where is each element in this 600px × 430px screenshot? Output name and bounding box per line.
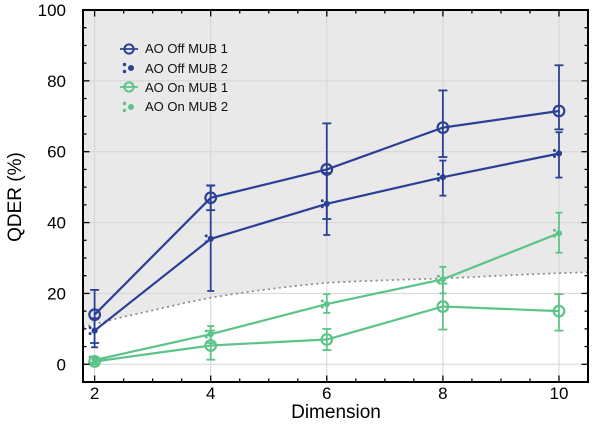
- data-point: [555, 150, 563, 157]
- y-tick-label: 100: [38, 1, 66, 20]
- legend-item-ao-off-mub-1: AO Off MUB 1: [117, 39, 228, 58]
- data-point: [552, 104, 566, 118]
- data-point: [439, 174, 446, 181]
- y-tick-label: 80: [47, 72, 66, 91]
- y-tick-label: 20: [47, 284, 66, 303]
- legend-item-ao-on-mub-2: AO On MUB 2: [117, 97, 228, 116]
- data-point-satellite: [88, 355, 92, 359]
- data-point: [555, 230, 563, 237]
- data-point: [320, 333, 334, 346]
- y-tick-label: 40: [47, 214, 66, 233]
- data-point-satellite: [88, 332, 92, 336]
- data-point-satellite: [320, 305, 324, 309]
- data-point: [436, 121, 450, 135]
- open-circle-marker-icon: [117, 41, 141, 57]
- data-point-satellite: [320, 299, 324, 303]
- data-point-satellite: [552, 148, 556, 152]
- legend-label: AO On MUB 2: [145, 99, 229, 115]
- data-point-satellite: [320, 205, 324, 209]
- axis-ticks: [83, 9, 588, 382]
- data-point: [552, 304, 566, 318]
- tick-labels: 0 20 40 60 80 100 2 4 6 8 10: [38, 1, 569, 403]
- legend-label: AO On MUB 1: [145, 79, 229, 95]
- legend-label: AO Off MUB 2: [145, 60, 228, 76]
- series-ao-on-mub-2: [88, 211, 563, 365]
- error-bar: [554, 293, 564, 332]
- data-point-satellite: [204, 329, 208, 333]
- legend-item-ao-on-mub-1: AO On MUB 1: [117, 78, 228, 97]
- y-tick-label: 60: [47, 143, 66, 162]
- data-point: [323, 300, 330, 308]
- error-bar: [554, 64, 564, 131]
- data-point: [436, 300, 450, 313]
- data-point: [91, 327, 98, 334]
- data-point: [91, 356, 98, 364]
- legend-label: AO Off MUB 1: [145, 41, 228, 57]
- data-point-satellite: [320, 199, 324, 203]
- data-point: [207, 235, 214, 242]
- legend: AO Off MUB 1 AO Off MUB 2 AO On MUB 1: [117, 39, 228, 117]
- error-bar: [438, 89, 448, 158]
- data-point: [323, 200, 330, 207]
- data-point-satellite: [436, 280, 440, 284]
- shaded-insecure-region: [83, 10, 588, 328]
- open-circle-marker-icon: [117, 79, 141, 95]
- data-point-satellite: [436, 274, 440, 278]
- data-point-satellite: [436, 172, 440, 176]
- data-point-satellite: [204, 240, 208, 244]
- x-tick-label: 10: [550, 384, 569, 403]
- data-point-satellite: [204, 335, 208, 339]
- data-point-satellite: [436, 178, 440, 182]
- data-point-satellite: [552, 154, 556, 158]
- data-point-satellite: [552, 228, 556, 232]
- data-point-satellite: [204, 234, 208, 238]
- data-point: [439, 276, 446, 283]
- x-tick-label: 2: [90, 384, 99, 403]
- dot-cluster-marker-icon: [117, 99, 141, 115]
- x-tick-label: 6: [322, 384, 331, 403]
- data-point: [207, 331, 214, 338]
- data-point-satellite: [88, 326, 92, 330]
- legend-item-ao-off-mub-2: AO Off MUB 2: [117, 58, 228, 77]
- y-tick-label: 0: [57, 355, 66, 374]
- y-axis-label: QDER (%): [5, 152, 26, 242]
- plot-frame: [82, 9, 589, 383]
- dot-cluster-marker-icon: [117, 60, 141, 76]
- x-tick-label: 4: [206, 384, 215, 403]
- x-tick-label: 8: [438, 384, 447, 403]
- data-point-satellite: [552, 234, 556, 238]
- x-axis-label: Dimension: [291, 402, 381, 423]
- security-threshold-line: [82, 271, 589, 328]
- series-ao-off-mub-2: [88, 131, 563, 349]
- error-bar: [322, 327, 332, 352]
